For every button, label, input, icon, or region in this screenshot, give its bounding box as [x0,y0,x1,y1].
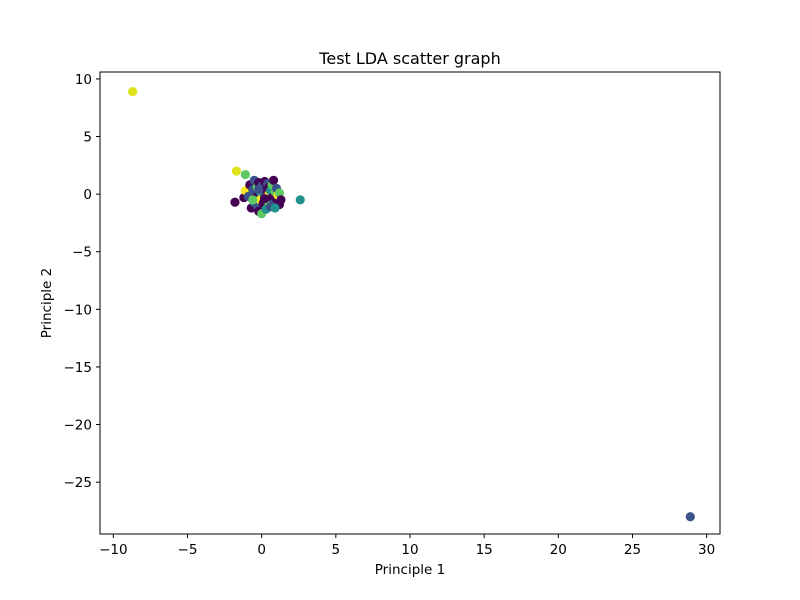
y-axis: 10 5 0 −5 −10 −15 −20 −25 [64,72,100,491]
x-tick-label: 20 [550,542,567,558]
y-tick-label: 10 [75,72,92,88]
y-tick-label: −25 [64,475,93,491]
data-point [230,197,240,207]
x-tick-label: 25 [624,542,641,558]
data-point [240,169,250,180]
x-tick-label: 0 [257,542,266,558]
y-tick-label: −15 [64,360,93,376]
data-point [128,86,138,97]
x-tick-label: −10 [99,542,128,558]
y-tick-label: −5 [72,245,92,261]
data-point [268,175,279,185]
data-point [248,195,258,205]
x-tick-label: −5 [178,542,198,558]
x-axis-label: Principle 1 [375,562,445,578]
y-tick-label: 0 [83,187,92,203]
data-point [685,512,695,522]
data-point [254,184,264,195]
x-axis: −10 −5 0 5 10 15 20 25 30 [99,534,715,558]
x-tick-label: 15 [476,542,493,558]
data-point [276,195,286,205]
x-tick-label: 10 [401,542,418,558]
chart-title: Test LDA scatter graph [318,49,500,68]
data-point [274,188,285,198]
x-tick-label: 5 [332,542,341,558]
y-tick-label: −10 [64,302,93,318]
y-axis-label: Principle 2 [39,268,55,338]
data-point [295,195,305,205]
y-tick-label: 5 [83,130,92,146]
x-tick-label: 30 [698,542,715,558]
y-tick-label: −20 [64,418,93,434]
points-layer [128,86,695,522]
data-point [231,166,242,176]
data-point [260,194,270,204]
data-point [270,203,280,213]
